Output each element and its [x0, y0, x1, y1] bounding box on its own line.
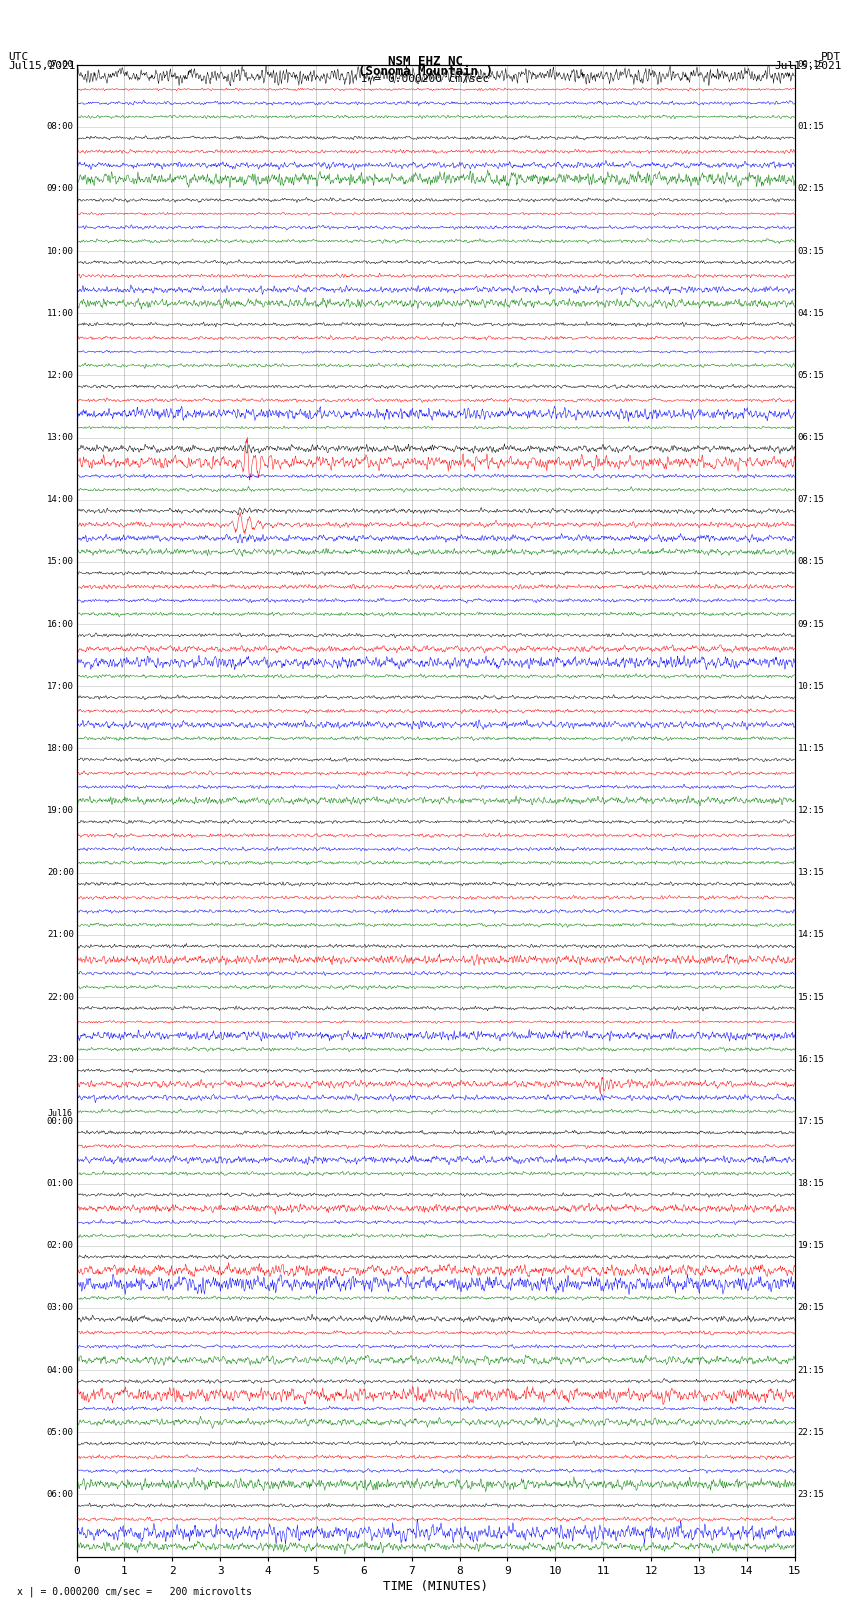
Text: I = 0.000200 cm/sec: I = 0.000200 cm/sec	[361, 74, 489, 84]
Text: UTC: UTC	[8, 52, 29, 61]
Text: NSM EHZ NC: NSM EHZ NC	[388, 55, 462, 68]
Text: Jul15,2021: Jul15,2021	[8, 61, 76, 71]
X-axis label: TIME (MINUTES): TIME (MINUTES)	[383, 1579, 488, 1592]
Text: x | = 0.000200 cm/sec =   200 microvolts: x | = 0.000200 cm/sec = 200 microvolts	[17, 1586, 252, 1597]
Text: Jul16: Jul16	[48, 1110, 73, 1118]
Text: (Sonoma Mountain ): (Sonoma Mountain )	[358, 65, 492, 77]
Text: PDT: PDT	[821, 52, 842, 61]
Text: Jul15,2021: Jul15,2021	[774, 61, 842, 71]
